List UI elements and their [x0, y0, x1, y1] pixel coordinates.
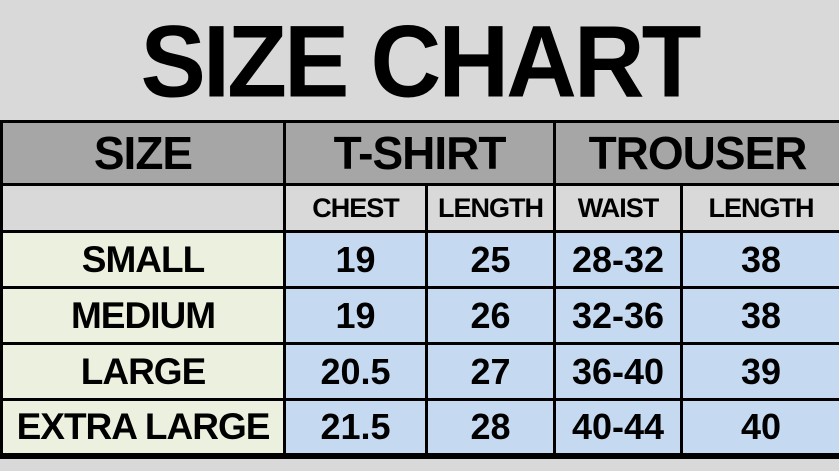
table-row-medium: MEDIUM 19 26 32-36 38 — [0, 286, 839, 345]
header-tshirt: T-SHIRT — [282, 120, 557, 186]
cell-waist: 36-40 — [553, 342, 684, 401]
size-chart-table: SIZE T-SHIRT TROUSER CHEST LENGTH WAIST … — [0, 120, 839, 459]
row-label: LARGE — [0, 342, 286, 401]
subheader-tshirt-length: LENGTH — [424, 183, 557, 233]
subheader-trouser-length: LENGTH — [680, 183, 839, 233]
cell-tshirt-length: 25 — [424, 230, 557, 289]
cell-trouser-length: 38 — [680, 286, 839, 345]
subheader-row: CHEST LENGTH WAIST LENGTH — [0, 183, 839, 233]
cell-tshirt-length: 26 — [424, 286, 557, 345]
header-trouser: TROUSER — [553, 120, 839, 186]
cell-trouser-length: 38 — [680, 230, 839, 289]
subheader-size-empty — [0, 183, 286, 233]
cell-tshirt-length: 27 — [424, 342, 557, 401]
cell-chest: 21.5 — [283, 398, 428, 457]
table-row-extra-large: EXTRA LARGE 21.5 28 40-44 40 — [0, 398, 839, 457]
cell-chest: 20.5 — [283, 342, 428, 401]
header-row: SIZE T-SHIRT TROUSER — [0, 120, 839, 186]
cell-waist: 28-32 — [553, 230, 684, 289]
row-label: SMALL — [0, 230, 286, 289]
cell-chest: 19 — [283, 286, 428, 345]
cell-trouser-length: 39 — [680, 342, 839, 401]
cell-trouser-length: 40 — [680, 398, 839, 457]
table-row-small: SMALL 19 25 28-32 38 — [0, 230, 839, 289]
cell-waist: 32-36 — [553, 286, 684, 345]
page-title: SIZE CHART — [140, 4, 702, 119]
row-label: MEDIUM — [0, 286, 286, 345]
cell-chest: 19 — [283, 230, 428, 289]
cell-waist: 40-44 — [553, 398, 684, 457]
row-label: EXTRA LARGE — [0, 398, 286, 457]
subheader-tshirt-chest: CHEST — [283, 183, 428, 233]
header-size: SIZE — [0, 120, 286, 186]
table-row-large: LARGE 20.5 27 36-40 39 — [0, 342, 839, 401]
subheader-trouser-waist: WAIST — [553, 183, 684, 233]
cell-tshirt-length: 28 — [424, 398, 557, 457]
